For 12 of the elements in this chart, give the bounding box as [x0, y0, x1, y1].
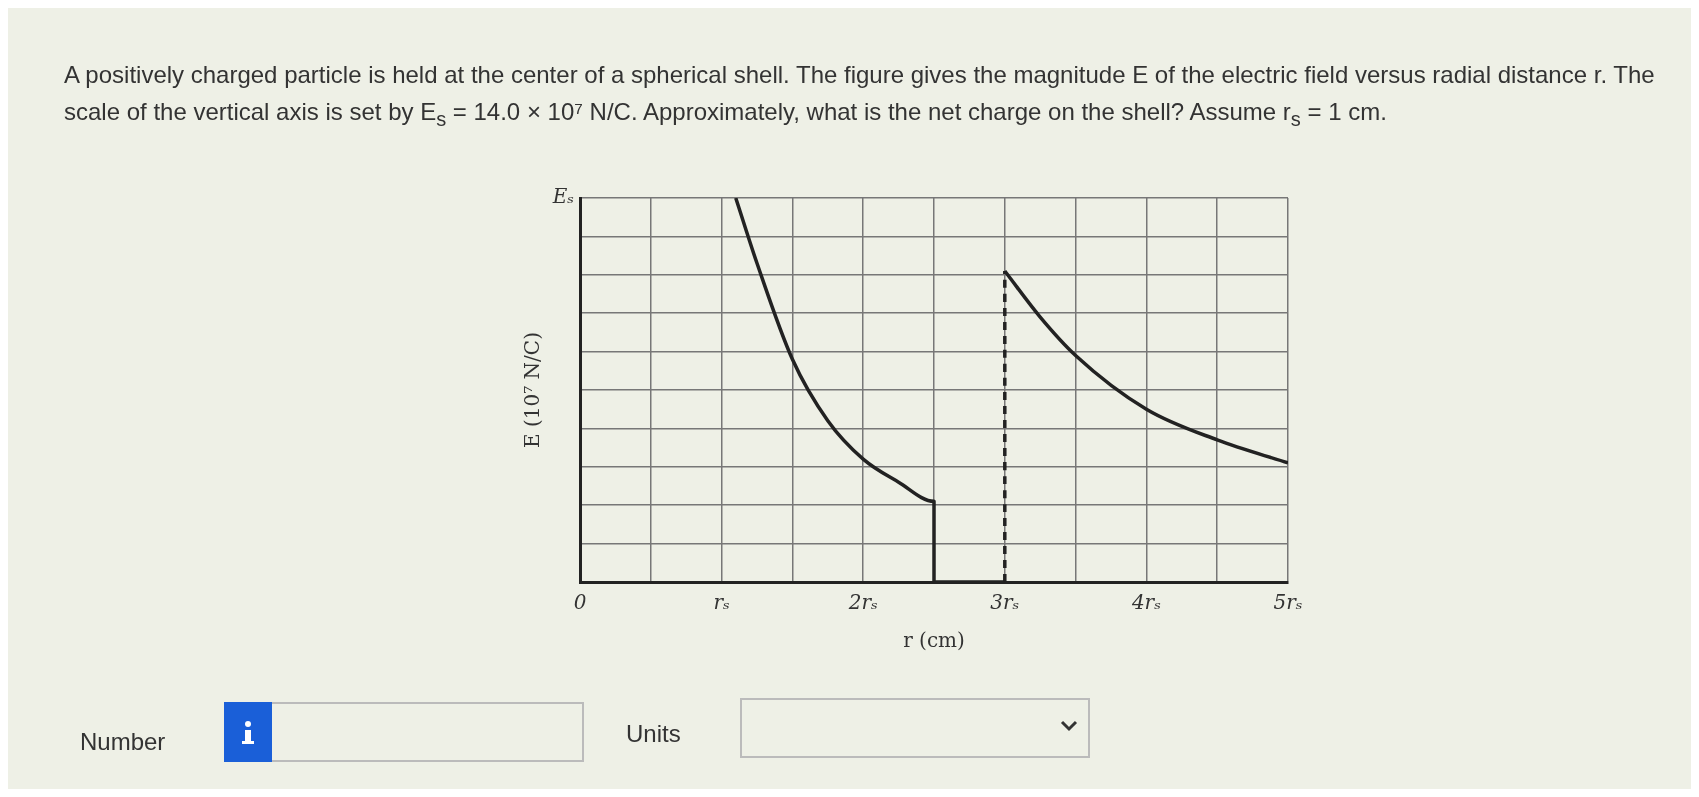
- chart-title: A positively charged particle is held at the center of a spherical shell. The figure gives the magnitude E of the electric field versus radial distance r. The scale of the vertical axis is set by E$_{s}$ = 14.0 × 10⁷ N/C. Approximately, what is the net charge on the shell? Assume r$_{s}$ = 1 cm.: [64, 60, 1656, 132]
- x-tick-label: 5rₛ: [1273, 590, 1303, 615]
- text: Eₛ: [551, 184, 574, 209]
- x-tick-label: 3rₛ: [990, 590, 1020, 615]
- x-tick-label: rₛ: [713, 590, 730, 615]
- x-tick-label: 2rₛ: [847, 590, 878, 615]
- y-axis-title: E (10⁷ N/C): [520, 332, 545, 448]
- text: Units: [626, 720, 681, 748]
- x-axis-title: r (cm): [903, 628, 965, 653]
- x-tick-label: 0: [573, 590, 587, 615]
- x-tick-label: 4rₛ: [1130, 590, 1161, 615]
- text: Number: [80, 728, 166, 756]
